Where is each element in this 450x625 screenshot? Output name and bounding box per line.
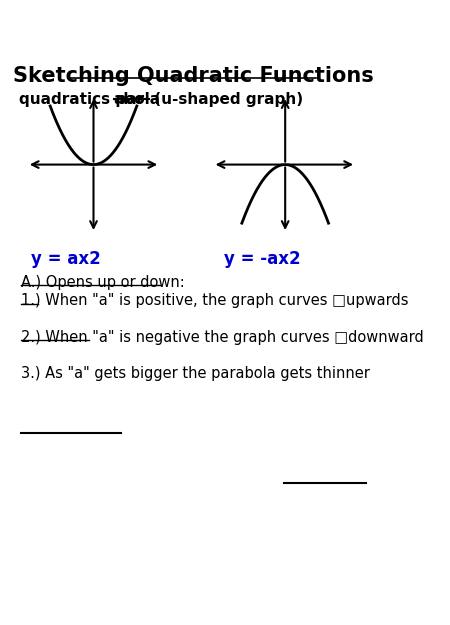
Text: 3.) As "a" gets bigger the parabola gets thinner: 3.) As "a" gets bigger the parabola gets… <box>21 366 370 381</box>
Text: abola: abola <box>113 92 161 107</box>
Text: A.) Opens up or down:: A.) Opens up or down: <box>21 274 185 289</box>
Text: (u-shaped graph): (u-shaped graph) <box>148 92 303 107</box>
Text: y = ax2: y = ax2 <box>31 249 101 268</box>
Text: y = -ax2: y = -ax2 <box>225 249 301 268</box>
Text: Sketching Quadratic Functions: Sketching Quadratic Functions <box>13 66 374 86</box>
Text: 2.) When "a" is negative the graph curves □downward: 2.) When "a" is negative the graph curve… <box>21 329 424 344</box>
Text: 1.) When "a" is positive, the graph curves □upwards: 1.) When "a" is positive, the graph curv… <box>21 293 409 308</box>
Text: quadratics par: quadratics par <box>18 92 144 107</box>
